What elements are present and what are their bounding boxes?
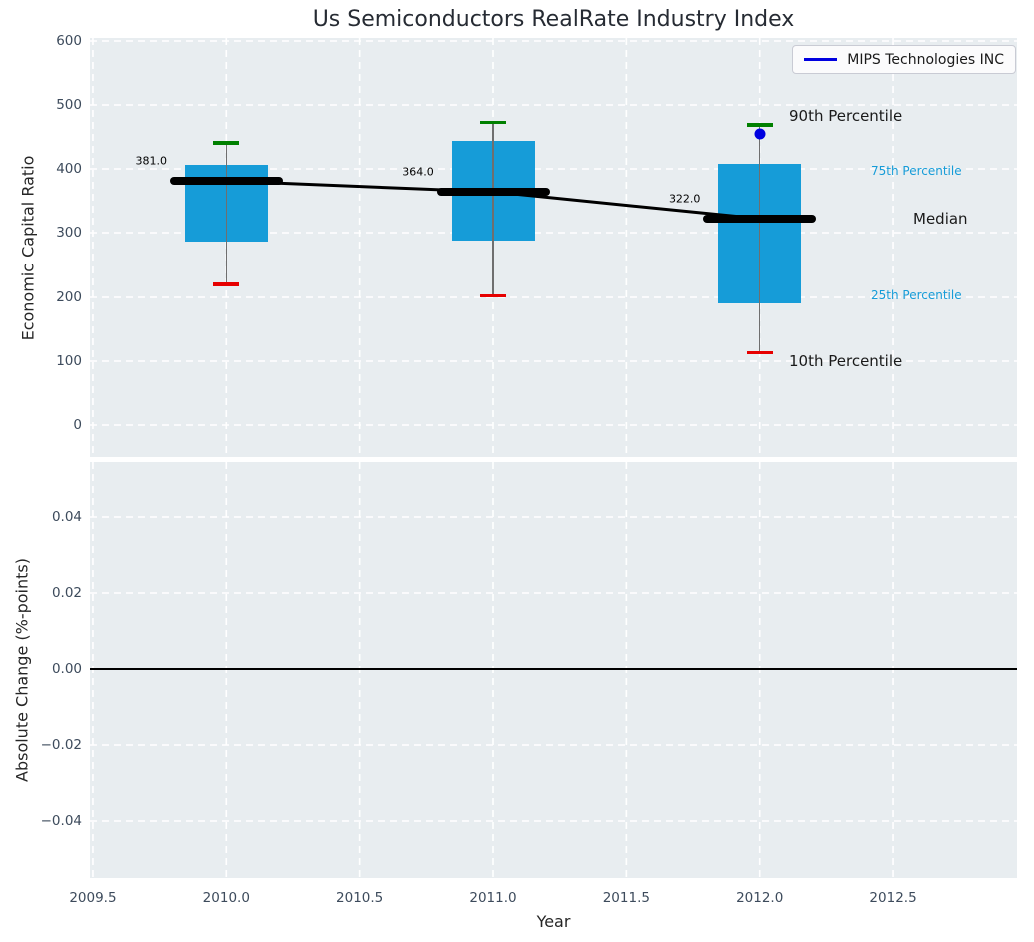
company-data-point xyxy=(754,128,766,140)
percentile-annotation: 25th Percentile xyxy=(871,288,962,302)
bottom-y-tick-label: −0.02 xyxy=(40,737,82,753)
boxplot-10th-cap xyxy=(746,350,773,355)
x-tick-label: 2012.5 xyxy=(869,890,917,906)
boxplot-90th-cap xyxy=(213,141,240,145)
x-tick-label: 2011.5 xyxy=(602,890,650,906)
boxplot-90th-cap xyxy=(746,123,773,127)
percentile-annotation: 10th Percentile xyxy=(789,352,903,370)
median-value-label: 364.0 xyxy=(402,165,434,179)
median-value-label: 381.0 xyxy=(135,154,168,168)
bottom-y-tick-label: 0.00 xyxy=(51,661,82,677)
top-y-tick-label: 200 xyxy=(56,289,82,305)
legend-label: MIPS Technologies INC xyxy=(847,51,1004,68)
boxplot-median-bar xyxy=(436,188,550,197)
legend[interactable]: MIPS Technologies INC xyxy=(792,45,1016,74)
bottom-axes xyxy=(90,462,1017,878)
x-tick-label: 2009.5 xyxy=(69,890,117,906)
median-value-label: 322.0 xyxy=(668,192,701,206)
chart-title: Us Semiconductors RealRate Industry Inde… xyxy=(312,7,795,32)
top-y-tick-label: 100 xyxy=(56,353,82,369)
legend-line-swatch xyxy=(804,58,838,61)
percentile-annotation: 75th Percentile xyxy=(871,164,962,178)
x-tick-label: 2012.0 xyxy=(736,890,784,906)
median-trend-line xyxy=(226,179,760,221)
top-y-tick-label: 0 xyxy=(73,417,82,433)
top-y-tick-label: 500 xyxy=(56,97,82,113)
percentile-annotation: Median xyxy=(913,210,968,228)
boxplot-90th-cap xyxy=(480,120,506,125)
gridline xyxy=(492,190,760,221)
top-axes: 381.0 364.0 322.0 xyxy=(90,38,1017,457)
x-tick-label: 2011.0 xyxy=(469,890,517,906)
x-axis-label: Year xyxy=(536,912,571,931)
bottom-grid xyxy=(90,462,1017,878)
boxplot-10th-cap xyxy=(480,293,506,298)
boxplot-whisker-overlay xyxy=(225,164,228,242)
bottom-y-tick-label: 0.02 xyxy=(51,585,82,601)
zero-change-line xyxy=(90,668,1017,670)
top-y-tick-label: 600 xyxy=(56,33,82,49)
top-y-tick-label: 400 xyxy=(56,161,82,177)
boxplot-whisker-overlay xyxy=(758,163,761,304)
boxplot-median-bar xyxy=(169,177,283,186)
x-tick-label: 2010.5 xyxy=(336,890,384,906)
boxplot-10th-cap xyxy=(213,282,240,286)
top-y-tick-label: 300 xyxy=(56,225,82,241)
bottom-y-tick-label: −0.04 xyxy=(40,813,82,829)
boxplot-median-bar xyxy=(703,214,817,223)
bottom-y-tick-label: 0.04 xyxy=(51,509,82,525)
percentile-annotation: 90th Percentile xyxy=(789,107,903,125)
x-tick-label: 2010.0 xyxy=(202,890,250,906)
